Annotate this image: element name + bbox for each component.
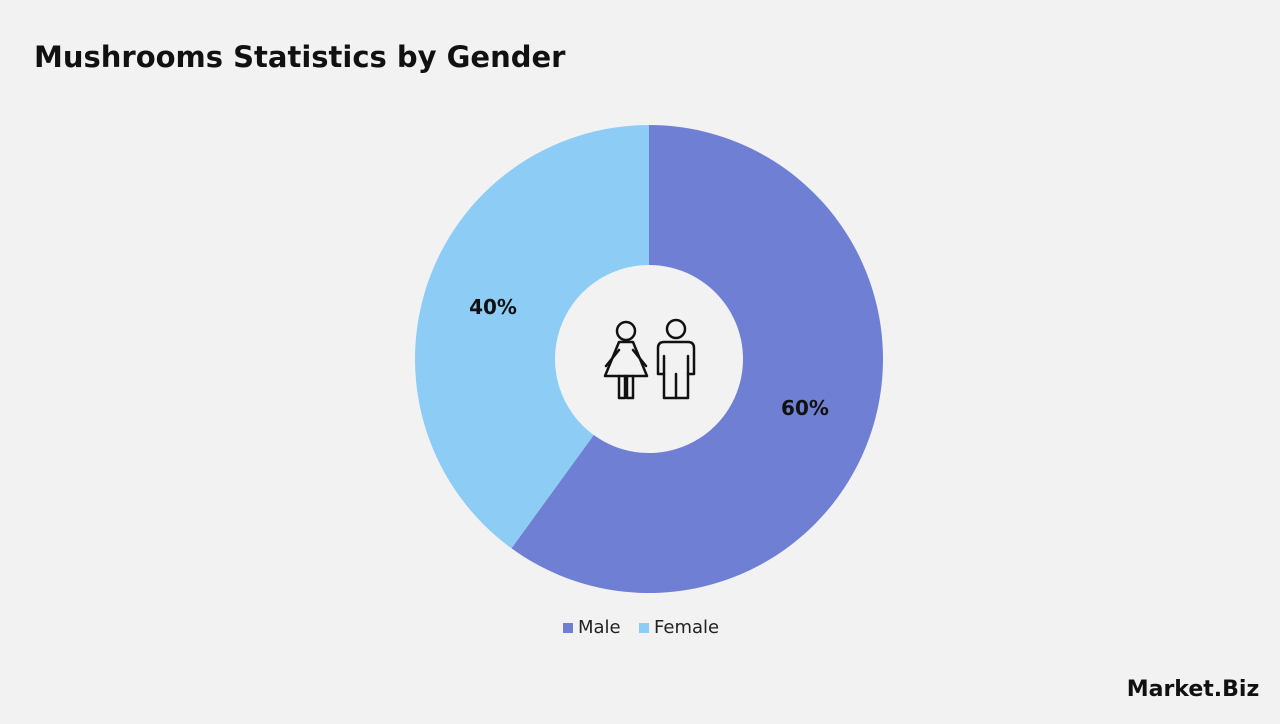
brand-logo: Market.Biz: [1127, 677, 1260, 702]
data-label: 60%: [781, 396, 829, 420]
slice: [511, 125, 884, 593]
data-label: 40%: [469, 295, 517, 319]
donut: 60% 40%: [415, 125, 884, 593]
chart-title: Mushrooms Statistics by Gender: [34, 40, 566, 74]
legend-swatch: [639, 623, 649, 633]
legend-label: Female: [654, 617, 719, 638]
legend-label: Male: [578, 617, 621, 638]
legend-swatch: [563, 623, 573, 633]
legend: Male Female: [563, 617, 719, 638]
slice: [415, 125, 649, 549]
people-icon: [603, 318, 696, 400]
